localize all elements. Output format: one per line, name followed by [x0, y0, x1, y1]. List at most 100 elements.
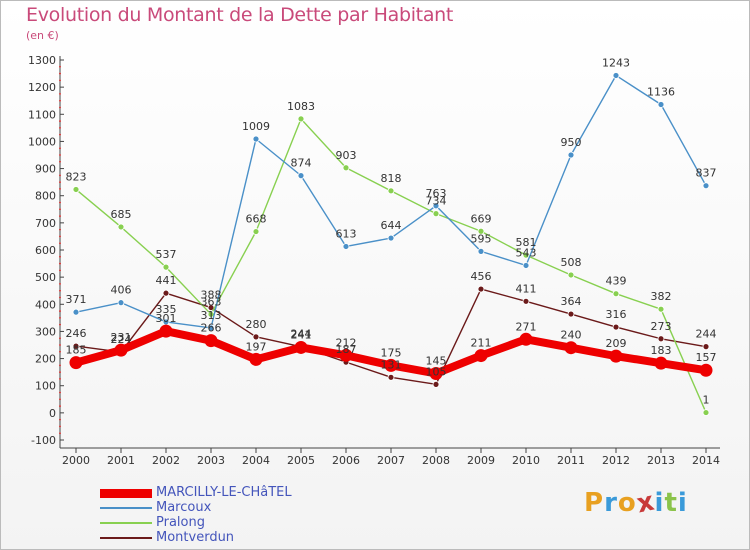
y-tick-label: 500 [35, 271, 56, 284]
x-tick-label: 2009 [467, 454, 495, 467]
legend-label: Montverdun [156, 530, 235, 545]
data-point [519, 332, 533, 346]
y-minor-tick [59, 337, 61, 340]
y-minor-tick [59, 310, 61, 312]
data-label: 316 [606, 308, 627, 321]
data-point [72, 186, 80, 193]
x-tick-label: 2001 [107, 454, 135, 467]
data-label: 266 [201, 322, 222, 335]
data-label: 537 [156, 248, 177, 261]
data-point [162, 289, 170, 297]
data-label: 335 [156, 303, 177, 316]
y-minor-tick [59, 147, 61, 150]
data-label: 406 [111, 284, 132, 297]
data-label: 595 [471, 232, 492, 245]
legend-item: Pralong [100, 515, 400, 531]
y-minor-tick [59, 106, 61, 109]
data-label: 185 [66, 344, 87, 357]
x-tick-label: 2002 [152, 454, 180, 467]
data-point [117, 223, 125, 231]
y-minor-tick [59, 398, 61, 401]
data-point [162, 263, 170, 271]
data-label: 388 [201, 289, 222, 302]
x-tick-label: 2003 [197, 454, 225, 467]
data-point [477, 285, 485, 293]
data-label: 1243 [602, 56, 630, 69]
x-tick-label: 2007 [377, 454, 405, 467]
data-point [657, 335, 665, 343]
x-tick-label: 2004 [242, 454, 270, 467]
data-label: 211 [471, 337, 492, 350]
y-minor-tick [59, 99, 61, 102]
y-minor-tick [59, 316, 61, 319]
data-label: 456 [471, 270, 492, 283]
data-point [387, 187, 395, 195]
data-point [657, 101, 665, 108]
chart-title: Evolution du Montant de la Dette par Hab… [26, 4, 454, 26]
y-minor-tick [59, 350, 61, 353]
data-point [204, 334, 218, 348]
y-minor-tick [59, 181, 61, 184]
data-label: 157 [696, 351, 717, 364]
x-tick-label: 2006 [332, 454, 360, 467]
y-minor-tick [59, 65, 61, 68]
legend-swatch [100, 507, 152, 509]
data-point [522, 251, 530, 259]
y-minor-tick [59, 344, 61, 346]
y-minor-tick [59, 296, 61, 299]
x-tick-label: 2014 [692, 454, 720, 467]
y-minor-tick [59, 255, 61, 258]
y-minor-tick [59, 418, 61, 421]
data-label: 240 [561, 329, 582, 342]
data-label: 224 [111, 333, 132, 346]
data-point [522, 262, 530, 269]
data-label: 543 [516, 246, 537, 259]
data-label: 271 [516, 320, 537, 333]
data-point [612, 72, 620, 79]
y-tick-label: 700 [35, 217, 56, 230]
legend-label: MARCILLY-LE-CHâTEL [156, 485, 292, 500]
data-label: 183 [651, 344, 672, 357]
data-point [252, 228, 260, 235]
y-minor-tick [59, 378, 61, 380]
data-label: 197 [246, 340, 267, 353]
x-tick-label: 2013 [647, 454, 675, 467]
data-point [477, 247, 485, 255]
y-minor-tick [59, 364, 61, 367]
data-point [432, 210, 440, 218]
data-point [702, 409, 710, 416]
data-label: 131 [381, 358, 402, 371]
y-minor-tick [59, 188, 61, 190]
data-label: 301 [156, 312, 177, 325]
data-label: 371 [66, 293, 87, 306]
y-minor-tick [59, 242, 61, 245]
data-label: 273 [651, 320, 672, 333]
data-point [252, 135, 260, 143]
y-minor-tick [59, 432, 61, 435]
data-label: 212 [336, 336, 357, 349]
legend-item: MARCILLY-LE-CHâTEL [100, 485, 400, 501]
data-label: 363 [201, 295, 222, 308]
x-tick-label: 2008 [422, 454, 450, 467]
data-point [342, 164, 350, 172]
data-point [522, 297, 530, 305]
chart-unit-label: (en €) [26, 29, 59, 42]
y-minor-tick [59, 208, 61, 211]
data-label: 145 [426, 355, 447, 368]
data-point [657, 305, 665, 313]
y-minor-tick [59, 323, 61, 326]
y-minor-tick [59, 262, 61, 265]
legend-swatch [100, 489, 152, 498]
y-minor-tick [59, 201, 61, 204]
data-label: 763 [426, 187, 447, 200]
chart-legend: MARCILLY-LE-CHâTEL Marcoux Pralong Montverd… [100, 485, 400, 546]
data-label: 950 [561, 136, 582, 149]
legend-label: Marcoux [156, 500, 212, 515]
y-tick-label: 800 [35, 190, 56, 203]
data-point [252, 333, 260, 341]
data-label: 241 [291, 328, 312, 341]
data-point [387, 234, 395, 242]
data-point [564, 341, 578, 355]
x-tick-label: 2012 [602, 454, 630, 467]
